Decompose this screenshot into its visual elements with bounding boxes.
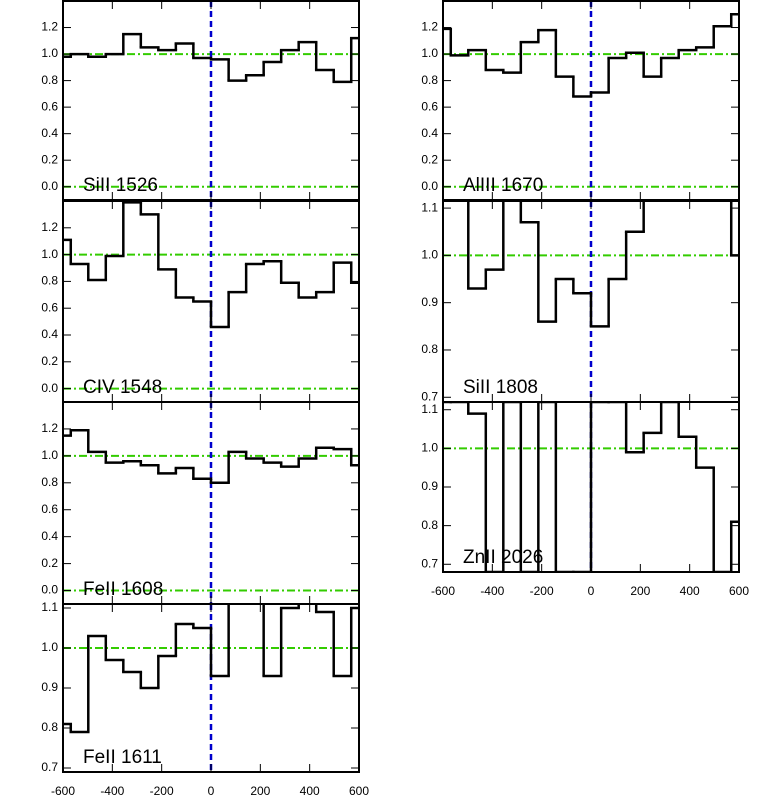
ion-label: FeII 1608: [83, 579, 163, 600]
x-tick-label: 200: [630, 584, 650, 598]
y-tick-label: 1.2: [41, 421, 58, 435]
y-tick-label: 1.2: [41, 20, 58, 34]
y-tick-label: 1.1: [421, 402, 438, 416]
panel: 0.7 0.8 0.9 1.0 1.1 SiII 1808: [421, 200, 740, 403]
y-tick-label: 0.0: [41, 583, 58, 597]
x-tick-label: 400: [680, 584, 700, 598]
x-tick-label: 600: [349, 784, 369, 798]
y-tick-label: 1.0: [41, 247, 58, 261]
y-tick-label: 1.0: [421, 46, 438, 60]
x-tick-label: 600: [729, 584, 749, 598]
x-tick-label: 200: [250, 784, 270, 798]
y-tick-label: 0.6: [421, 99, 438, 113]
y-tick-label: 0.7: [421, 556, 438, 570]
y-tick-label: 0.8: [41, 720, 58, 734]
x-tick-label: 0: [208, 784, 215, 798]
plot-area: [63, 402, 359, 604]
y-tick-label: 0.9: [421, 295, 438, 309]
x-tick-label: 400: [300, 784, 320, 798]
y-tick-label: 0.0: [41, 381, 58, 395]
plot-area: [63, 1, 359, 200]
panel-frame: [62, 0, 360, 201]
plot-area: [443, 201, 739, 402]
y-tick-label: 0.8: [41, 274, 58, 288]
y-tick-label: 0.7: [41, 760, 58, 774]
panel: 0.0 0.2 0.4 0.6 0.8 1.0 1.2 AlIII 1670: [421, 0, 740, 201]
y-tick-label: 0.7: [421, 389, 438, 403]
y-tick-label: 0.2: [41, 556, 58, 570]
ion-label: AlIII 1670: [463, 175, 543, 196]
y-tick-label: 1.0: [421, 248, 438, 262]
ion-label: ZnII 2026: [463, 547, 543, 568]
y-tick-label: 0.9: [421, 479, 438, 493]
ion-label: FeII 1611: [83, 747, 162, 768]
y-tick-label: 0.4: [41, 327, 58, 341]
x-tick-label: -600: [431, 584, 455, 598]
x-tick-label: -600: [51, 784, 75, 798]
y-tick-label: 0.6: [41, 300, 58, 314]
y-tick-label: 1.0: [421, 441, 438, 455]
x-tick-label: -200: [150, 784, 174, 798]
plot-area: [443, 1, 739, 200]
y-tick-label: 1.2: [41, 220, 58, 234]
y-tick-label: 0.4: [41, 126, 58, 140]
y-tick-label: 0.8: [421, 342, 438, 356]
x-tick-label: -400: [100, 784, 124, 798]
panel: 0.0 0.2 0.4 0.6 0.8 1.0 1.2 FeII 1608: [41, 401, 360, 605]
y-tick-label: 0.4: [41, 529, 58, 543]
y-tick-label: 0.8: [41, 475, 58, 489]
y-tick-label: 1.0: [41, 448, 58, 462]
panel: 0.7 0.8 0.9 1.0 1.1 -600 -400 -200 0 200 400 600 FeI…: [41, 600, 369, 798]
x-tick-label: -200: [530, 584, 554, 598]
panel-frame: [442, 0, 740, 201]
plot-area: [63, 201, 359, 402]
y-tick-label: 0.6: [41, 99, 58, 113]
y-tick-label: 0.6: [41, 502, 58, 516]
y-tick-label: 0.4: [421, 126, 438, 140]
plot-area: [443, 402, 739, 572]
panel: 0.7 0.8 0.9 1.0 1.1 -600 -400 -200 0 200 400 600 ZnI…: [421, 401, 749, 598]
y-tick-label: 0.2: [41, 354, 58, 368]
y-tick-label: 1.1: [41, 600, 58, 614]
y-tick-label: 0.8: [421, 73, 438, 87]
ion-label: CIV 1548: [83, 377, 162, 398]
y-tick-label: 1.0: [41, 640, 58, 654]
y-tick-label: 0.0: [421, 179, 438, 193]
y-tick-label: 0.8: [41, 73, 58, 87]
panel: 0.0 0.2 0.4 0.6 0.8 1.0 1.2 SiII 1526: [41, 0, 360, 201]
y-tick-label: 1.2: [421, 20, 438, 34]
y-tick-label: 1.0: [41, 46, 58, 60]
plot-area: [63, 604, 359, 772]
x-tick-label: 0: [588, 584, 595, 598]
y-tick-label: 0.0: [41, 179, 58, 193]
y-tick-label: 0.2: [41, 152, 58, 166]
y-tick-label: 1.1: [421, 200, 438, 214]
ion-label: SiII 1808: [463, 377, 538, 398]
y-tick-label: 0.8: [421, 518, 438, 532]
x-tick-label: -400: [480, 584, 504, 598]
ion-label: SiII 1526: [83, 175, 158, 196]
y-tick-label: 0.2: [421, 152, 438, 166]
panel: 0.0 0.2 0.4 0.6 0.8 1.0 1.2 CIV 1548: [41, 200, 360, 403]
y-tick-label: 0.9: [41, 680, 58, 694]
